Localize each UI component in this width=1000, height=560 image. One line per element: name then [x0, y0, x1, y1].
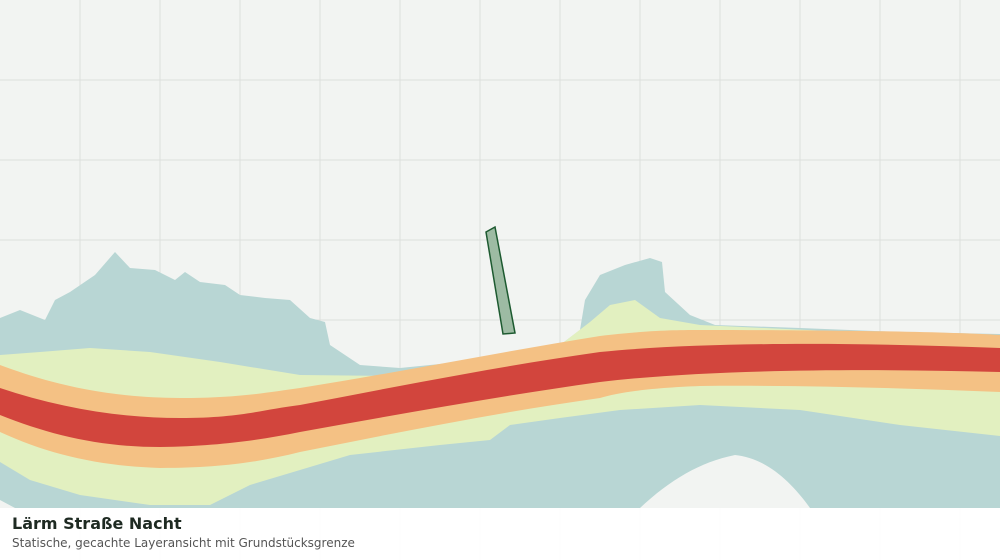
parcel-boundary — [485, 225, 516, 335]
map-subtitle: Statische, gecachte Layeransicht mit Gru… — [12, 536, 355, 550]
map-title: Lärm Straße Nacht — [12, 514, 182, 533]
noise-gap — [0, 455, 810, 508]
noise-zone-very-high — [0, 343, 1000, 447]
map-caption: Lärm Straße Nacht Statische, gecachte La… — [0, 508, 1000, 560]
